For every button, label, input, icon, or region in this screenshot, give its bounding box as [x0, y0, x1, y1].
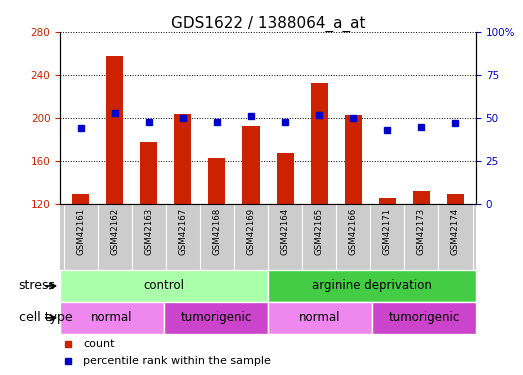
Bar — [106, 56, 123, 204]
Bar — [277, 153, 293, 204]
Text: GSM42164: GSM42164 — [280, 208, 290, 255]
Text: GSM42171: GSM42171 — [383, 208, 392, 255]
Bar — [311, 82, 328, 204]
Title: GDS1622 / 1388064_a_at: GDS1622 / 1388064_a_at — [171, 16, 365, 32]
Text: GSM42169: GSM42169 — [246, 208, 256, 255]
Text: control: control — [144, 279, 185, 292]
Text: GSM42168: GSM42168 — [212, 208, 221, 255]
Bar — [140, 142, 157, 204]
Bar — [268, 302, 372, 334]
Text: GSM42162: GSM42162 — [110, 208, 119, 255]
Bar — [164, 302, 268, 334]
Text: tumorigenic: tumorigenic — [180, 311, 252, 324]
Bar — [208, 158, 225, 204]
Bar — [268, 270, 476, 302]
Text: cell type: cell type — [19, 311, 72, 324]
Text: normal: normal — [299, 311, 341, 324]
Bar — [60, 302, 164, 334]
Text: GSM42166: GSM42166 — [349, 208, 358, 255]
Bar — [345, 115, 362, 204]
Bar — [72, 194, 89, 204]
Text: tumorigenic: tumorigenic — [389, 311, 460, 324]
Text: arginine deprivation: arginine deprivation — [312, 279, 432, 292]
Text: GSM42173: GSM42173 — [417, 208, 426, 255]
Text: GSM42167: GSM42167 — [178, 208, 187, 255]
Bar — [413, 192, 430, 204]
Bar — [379, 198, 396, 204]
Bar — [372, 302, 476, 334]
Text: count: count — [83, 339, 115, 349]
Bar — [447, 194, 464, 204]
Bar — [174, 114, 191, 204]
Text: stress: stress — [19, 279, 55, 292]
Text: GSM42163: GSM42163 — [144, 208, 153, 255]
Text: GSM42161: GSM42161 — [76, 208, 85, 255]
Text: GSM42174: GSM42174 — [451, 208, 460, 255]
Text: percentile rank within the sample: percentile rank within the sample — [83, 356, 271, 366]
Bar — [243, 126, 259, 204]
Text: GSM42165: GSM42165 — [315, 208, 324, 255]
Text: normal: normal — [92, 311, 133, 324]
Bar — [60, 270, 268, 302]
